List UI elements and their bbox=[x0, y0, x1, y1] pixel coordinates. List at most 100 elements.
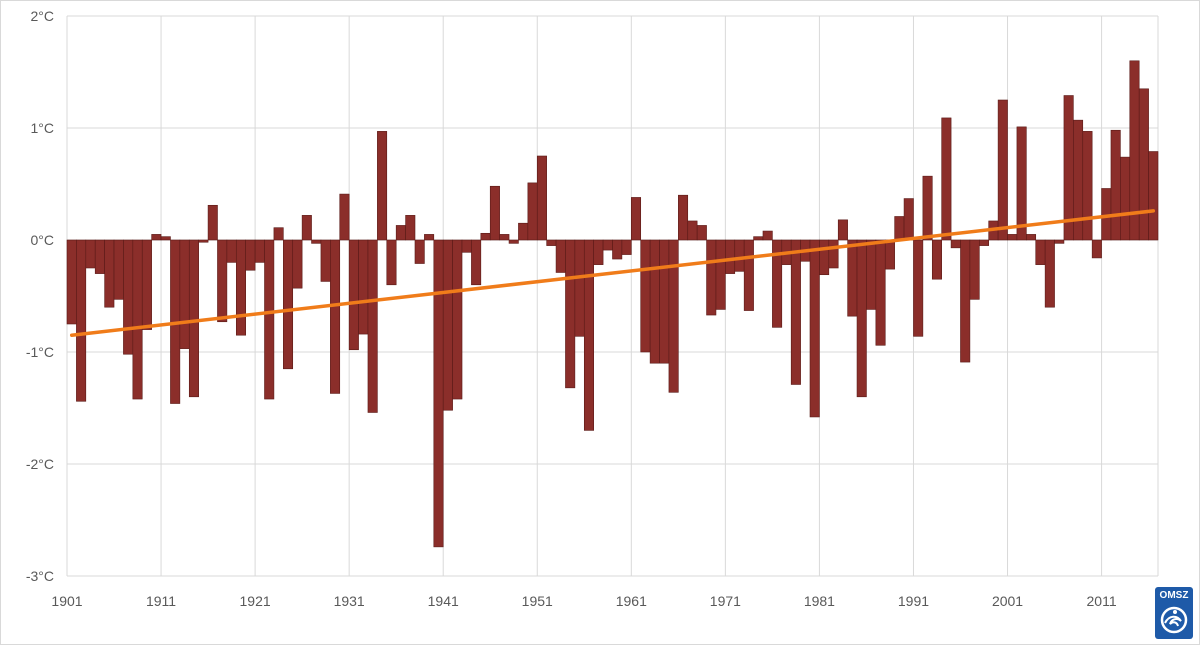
bar-1924 bbox=[283, 239, 294, 370]
bar-1998 bbox=[979, 239, 990, 246]
x-tick-label: 2011 bbox=[1087, 593, 1117, 609]
bar-2010 bbox=[1091, 239, 1102, 259]
bar-1991 bbox=[913, 239, 924, 337]
bar-1941 bbox=[442, 239, 453, 411]
bar-1939 bbox=[424, 234, 435, 241]
bar-1968 bbox=[696, 225, 707, 241]
bar-2016 bbox=[1148, 151, 1159, 241]
x-tick-label: 1991 bbox=[898, 593, 929, 609]
bar-1955 bbox=[574, 239, 585, 337]
bar-1997 bbox=[969, 239, 980, 300]
bar-1902 bbox=[76, 239, 87, 402]
bar-1923 bbox=[273, 227, 284, 241]
bar-1985 bbox=[856, 239, 867, 398]
bar-1995 bbox=[950, 239, 961, 249]
x-tick-label: 1971 bbox=[710, 593, 741, 609]
trend-line-group bbox=[69, 209, 1156, 337]
x-tick-label: 1941 bbox=[428, 593, 459, 609]
x-tick-label: 2001 bbox=[992, 593, 1023, 609]
bar-1989 bbox=[894, 216, 905, 241]
y-axis-ticks: 2°C 1°C 0°C -1°C -2°C -3°C bbox=[26, 8, 54, 584]
bar-1959 bbox=[612, 239, 623, 260]
bar-1938 bbox=[414, 239, 425, 264]
bar-1943 bbox=[461, 239, 472, 253]
bar-1994 bbox=[941, 117, 952, 241]
bar-2001 bbox=[1007, 234, 1018, 241]
bar-1901 bbox=[66, 239, 77, 325]
bar-1960 bbox=[621, 239, 632, 255]
bar-1919 bbox=[235, 239, 246, 336]
bar-1954 bbox=[565, 239, 576, 389]
bar-2005 bbox=[1044, 239, 1055, 308]
bar-1967 bbox=[687, 220, 698, 241]
y-tick-label: -3°C bbox=[26, 568, 54, 584]
bar-1915 bbox=[198, 239, 209, 243]
y-tick-label: 2°C bbox=[31, 8, 55, 24]
bar-2004 bbox=[1035, 239, 1046, 265]
bar-1927 bbox=[311, 239, 322, 244]
bar-1974 bbox=[753, 236, 764, 241]
bar-1916 bbox=[207, 204, 218, 241]
bar-1993 bbox=[931, 239, 942, 280]
bar-1904 bbox=[94, 239, 105, 274]
bar-1947 bbox=[499, 234, 510, 241]
bar-1933 bbox=[367, 239, 378, 413]
bar-2015 bbox=[1138, 88, 1149, 241]
bar-1936 bbox=[395, 225, 406, 241]
bar-1982 bbox=[828, 239, 839, 269]
bar-1969 bbox=[706, 239, 717, 316]
bar-1965 bbox=[668, 239, 679, 393]
anomaly-bars bbox=[66, 60, 1159, 548]
bar-1990 bbox=[903, 198, 914, 241]
bar-1907 bbox=[123, 239, 134, 355]
bar-1945 bbox=[480, 232, 491, 241]
bar-1925 bbox=[292, 239, 303, 289]
bar-1976 bbox=[772, 239, 783, 328]
trend-line bbox=[69, 209, 1156, 337]
bar-1908 bbox=[132, 239, 143, 400]
bar-1971 bbox=[725, 239, 736, 274]
bar-1957 bbox=[593, 239, 604, 265]
bar-1966 bbox=[678, 194, 689, 241]
bar-2006 bbox=[1054, 239, 1065, 244]
bar-1930 bbox=[339, 193, 350, 241]
x-tick-label: 1931 bbox=[334, 593, 365, 609]
x-tick-label: 1981 bbox=[804, 593, 835, 609]
logo-text: OMSZ bbox=[1159, 590, 1189, 601]
bar-1958 bbox=[602, 239, 613, 251]
bar-1922 bbox=[264, 239, 275, 400]
bar-1962 bbox=[640, 239, 651, 353]
bar-1978 bbox=[790, 239, 801, 385]
bar-1926 bbox=[301, 215, 312, 241]
bar-1942 bbox=[452, 239, 463, 400]
y-tick-label: -1°C bbox=[26, 344, 54, 360]
x-tick-label: 1901 bbox=[51, 593, 82, 609]
bar-1946 bbox=[489, 185, 500, 241]
bar-2007 bbox=[1063, 95, 1074, 241]
bar-1988 bbox=[884, 239, 895, 270]
bar-1984 bbox=[847, 239, 858, 317]
bar-1961 bbox=[631, 197, 642, 241]
bar-1950 bbox=[527, 182, 538, 241]
bar-2008 bbox=[1073, 119, 1084, 241]
bar-1940 bbox=[433, 239, 444, 548]
bar-2009 bbox=[1082, 131, 1093, 241]
bar-1921 bbox=[254, 239, 265, 263]
bar-1944 bbox=[471, 239, 482, 286]
wave-logo-icon bbox=[1160, 606, 1188, 634]
bar-2000 bbox=[997, 99, 1008, 241]
bar-1949 bbox=[518, 222, 529, 241]
gridlines bbox=[66, 15, 1159, 577]
bar-1996 bbox=[960, 239, 971, 363]
y-tick-label: 0°C bbox=[31, 232, 55, 248]
bar-1913 bbox=[179, 239, 190, 349]
bar-1929 bbox=[330, 239, 341, 394]
bar-2013 bbox=[1120, 156, 1131, 241]
bar-1980 bbox=[809, 239, 820, 418]
bar-1987 bbox=[875, 239, 886, 346]
bar-1935 bbox=[386, 239, 397, 286]
bar-1972 bbox=[734, 239, 745, 272]
bar-1970 bbox=[715, 239, 726, 310]
bar-1963 bbox=[649, 239, 660, 364]
